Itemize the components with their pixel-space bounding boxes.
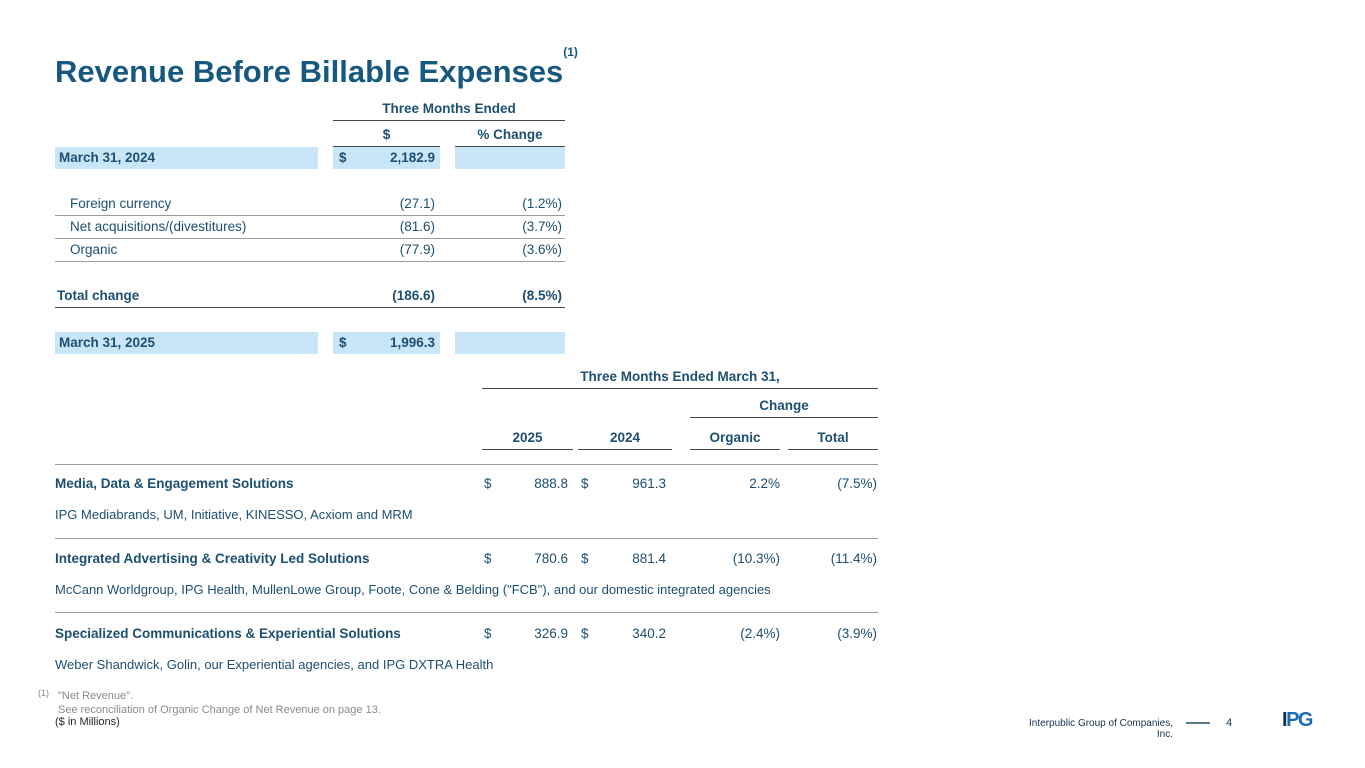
divider (55, 464, 878, 465)
divider (55, 538, 878, 539)
bridge-row-2025-pct-cell (455, 332, 565, 354)
dollar-sign: $ (581, 476, 589, 491)
segment-header-three-months: Three Months Ended March 31, (482, 369, 878, 389)
row-value: (27.1) (399, 196, 435, 211)
segment-row-specialized-organic: (2.4%) (740, 626, 780, 641)
segment-row-integrated-name: Integrated Advertising & Creativity Led … (55, 551, 370, 566)
row-value: (186.6) (392, 288, 435, 303)
footer-company-name: Interpublic Group of Companies, Inc. (1029, 718, 1173, 740)
segment-col-total: Total (788, 430, 878, 450)
row-pct: (8.5%) (522, 288, 562, 303)
bridge-row-2024-pct-cell (455, 147, 565, 169)
dollar-sign: $ (581, 626, 589, 641)
segment-row-integrated-organic: (10.3%) (732, 551, 780, 566)
segment-row-integrated-2024: 881.4 (632, 551, 666, 566)
bridge-row-2024-label: March 31, 2024 (55, 147, 318, 169)
bridge-row-2025-label: March 31, 2025 (55, 332, 318, 354)
row-value: (81.6) (399, 219, 435, 234)
dollar-sign: $ (484, 626, 492, 641)
title-footnote-ref: (1) (563, 44, 578, 59)
footnote-reconciliation: See reconciliation of Organic Change of … (58, 704, 381, 716)
footnote-net-revenue: "Net Revenue". (58, 690, 134, 702)
row-label: Organic (70, 242, 118, 257)
segment-row-specialized-desc: Weber Shandwick, Golin, our Experiential… (55, 657, 494, 672)
bridge-row-total-change: Total change (186.6) (8.5%) (55, 285, 565, 308)
segment-row-integrated-2025: 780.6 (534, 551, 568, 566)
bridge-header-three-months-ended: Three Months Ended (333, 101, 565, 121)
segment-row-media-organic: 2.2% (749, 476, 780, 491)
dollar-sign: $ (339, 150, 347, 165)
page-title: Revenue Before Billable Expenses(1) (55, 45, 578, 90)
dollar-sign: $ (484, 551, 492, 566)
ipg-logo: IPG (1282, 709, 1313, 731)
segment-col-organic: Organic (690, 430, 780, 450)
footer-divider-line (1186, 722, 1210, 724)
footnote-dollars-in-millions: ($ in Millions) (55, 716, 120, 728)
footer-page-number: 4 (1226, 717, 1233, 729)
dollar-sign: $ (339, 335, 347, 350)
segment-row-integrated-desc: McCann Worldgroup, IPG Health, MullenLow… (55, 582, 771, 597)
row-label: Total change (57, 288, 140, 303)
segment-row-media-desc: IPG Mediabrands, UM, Initiative, KINESSO… (55, 507, 413, 522)
bridge-row-2024-value-cell: $ 2,182.9 (333, 147, 440, 169)
footnote-marker: (1) (38, 688, 49, 698)
bridge-col-header-dollar: $ (333, 127, 440, 147)
row-pct: (3.6%) (522, 242, 562, 257)
segment-row-media-name: Media, Data & Engagement Solutions (55, 476, 294, 491)
segment-row-specialized-total: (3.9%) (837, 626, 877, 641)
bridge-row-2024-value: 2,182.9 (389, 150, 435, 165)
row-label: Foreign currency (70, 196, 172, 211)
bridge-row-foreign-currency: Foreign currency (27.1) (1.2%) (55, 193, 565, 216)
segment-row-integrated-total: (11.4%) (830, 551, 877, 566)
segment-row-media-total: (7.5%) (837, 476, 877, 491)
segment-row-media-2025: 888.8 (534, 476, 568, 491)
row-pct: (1.2%) (522, 196, 562, 211)
segment-header-change: Change (690, 398, 878, 418)
divider (55, 612, 878, 613)
dollar-sign: $ (484, 476, 492, 491)
segment-col-2025: 2025 (482, 430, 573, 450)
row-value: (77.9) (399, 242, 435, 257)
bridge-row-2025-value: 1,996.3 (389, 335, 435, 350)
bridge-row-organic: Organic (77.9) (3.6%) (55, 239, 565, 262)
segment-row-specialized-name: Specialized Communications & Experientia… (55, 626, 401, 641)
row-label: Net acquisitions/(divestitures) (70, 219, 247, 234)
page-title-text: Revenue Before Billable Expenses (55, 54, 564, 89)
bridge-row-2025-value-cell: $ 1,996.3 (333, 332, 440, 354)
segment-row-specialized-2024: 340.2 (632, 626, 666, 641)
row-pct: (3.7%) (522, 219, 562, 234)
segment-row-media-2024: 961.3 (632, 476, 666, 491)
dollar-sign: $ (581, 551, 589, 566)
bridge-col-header-pct-change: % Change (455, 127, 565, 147)
segment-col-2024: 2024 (578, 430, 672, 450)
bridge-row-net-acquisitions: Net acquisitions/(divestitures) (81.6) (… (55, 216, 565, 239)
segment-row-specialized-2025: 326.9 (534, 626, 568, 641)
